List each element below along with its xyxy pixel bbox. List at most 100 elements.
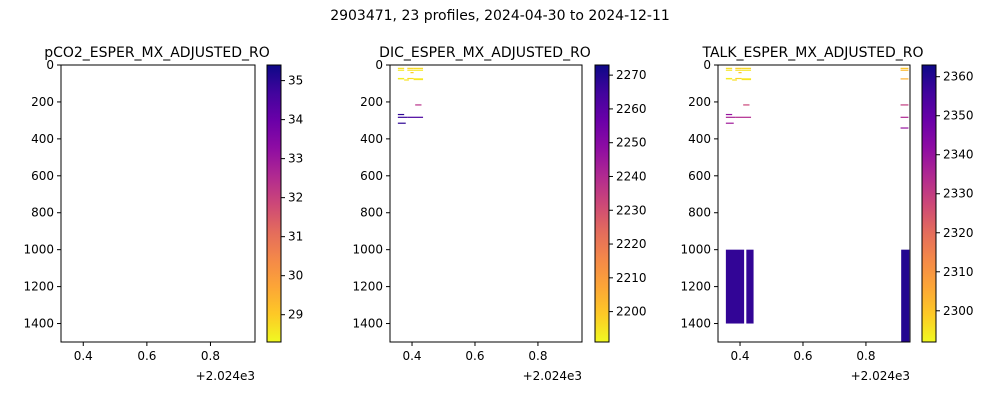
y-tick-label: 1200 <box>23 280 54 294</box>
heatmap-cell <box>741 67 752 69</box>
heatmap-cell <box>900 116 909 118</box>
heatmap-cell <box>725 116 736 118</box>
heatmap-cell <box>900 69 909 71</box>
y-tick-label: 400 <box>688 132 711 146</box>
colorbar: 2300 2310 2320 2330 2340 2350 2360 <box>921 64 974 343</box>
y-tick-label: 1400 <box>352 317 383 331</box>
y-axis: 0 200 400 600 800 1000 1200 1400 <box>352 58 390 331</box>
heatmap-cell <box>397 113 405 116</box>
figure-title: 2903471, 23 profiles, 2024-04-30 to 2024… <box>330 8 670 24</box>
colorbar-tick-label: 2350 <box>943 109 974 123</box>
x-tick-label: 0.6 <box>137 349 156 363</box>
panel-pco2: pCO2_ESPER_MX_ADJUSTED_RO 0.4 0.6 0.8 0 200… <box>23 45 303 383</box>
colorbar-tick-label: 2300 <box>943 304 974 318</box>
colorbar-tick-label: 2360 <box>943 70 974 84</box>
x-tick-label: 0.4 <box>74 349 93 363</box>
heatmap-cell <box>901 249 910 342</box>
colorbar-tick-label: 2310 <box>943 265 974 279</box>
y-axis: 0 200 400 600 800 1000 1200 1400 <box>680 58 718 331</box>
colorbar-gradient <box>594 64 610 343</box>
heatmap-cell <box>725 67 733 69</box>
x-offset-label: +2.024e3 <box>196 369 255 383</box>
heatmap-cell <box>735 69 742 71</box>
x-tick-label: 0.8 <box>528 349 547 363</box>
colorbar-tick-label: 29 <box>288 308 303 322</box>
x-tick-label: 0.6 <box>793 349 812 363</box>
y-tick-label: 200 <box>31 95 54 109</box>
colorbar-tick-label: 2260 <box>616 102 647 116</box>
y-tick-label: 0 <box>46 58 54 72</box>
x-offset-label: +2.024e3 <box>851 369 910 383</box>
y-tick-label: 200 <box>688 95 711 109</box>
heatmap-cell <box>725 122 734 124</box>
heatmap-cell <box>735 116 752 118</box>
heatmap-cell <box>407 69 414 71</box>
plot-frame <box>60 64 256 343</box>
x-tick-label: 0.8 <box>201 349 220 363</box>
x-axis: 0.4 0.6 0.8 <box>730 342 875 363</box>
y-tick-label: 800 <box>31 206 54 220</box>
heatmap-cell <box>900 78 909 80</box>
heatmap-cell <box>397 67 405 69</box>
heatmap-cell <box>741 78 752 81</box>
heatmap-cell <box>397 116 408 118</box>
y-tick-label: 0 <box>375 58 383 72</box>
heatmap-cell <box>407 67 414 69</box>
y-tick-label: 600 <box>360 169 383 183</box>
x-tick-label: 0.8 <box>856 349 875 363</box>
y-tick-label: 200 <box>360 95 383 109</box>
colorbar: 2200 2210 2220 2230 2240 2250 2260 2270 <box>594 64 647 343</box>
x-tick-label: 0.4 <box>402 349 421 363</box>
x-axis: 0.4 0.6 0.8 <box>74 342 220 363</box>
y-tick-label: 400 <box>360 132 383 146</box>
colorbar-tick-label: 2250 <box>616 136 647 150</box>
y-axis: 0 200 400 600 800 1000 1200 1400 <box>23 58 61 331</box>
y-tick-label: 1400 <box>680 317 711 331</box>
heatmap-cell <box>397 122 406 124</box>
y-tick-label: 1000 <box>23 243 54 257</box>
heatmap-cell <box>743 104 750 106</box>
colorbar-gradient <box>266 64 282 343</box>
colorbar: 29 30 31 32 33 34 35 <box>266 64 303 343</box>
colorbar-tick-label: 2320 <box>943 226 974 240</box>
heatmap-cell <box>725 249 745 324</box>
heatmap-cell <box>725 77 733 80</box>
panel-dic: DIC_ESPER_MX_ADJUSTED_RO 0.4 0.6 0.8 0 200 4… <box>352 45 646 383</box>
y-tick-label: 800 <box>360 206 383 220</box>
y-tick-label: 1000 <box>352 243 383 257</box>
heatmap-cell <box>900 67 909 69</box>
y-tick-label: 1200 <box>680 280 711 294</box>
colorbar-tick-label: 2340 <box>943 148 974 162</box>
colorbar-tick-label: 35 <box>288 74 303 88</box>
colorbar-tick-label: 2240 <box>616 169 647 183</box>
heatmap-cell <box>900 127 909 129</box>
colorbar-gradient <box>921 64 937 343</box>
x-offset-label: +2.024e3 <box>523 369 582 383</box>
y-tick-label: 1400 <box>23 317 54 331</box>
colorbar-tick-label: 2330 <box>943 187 974 201</box>
panel-title: pCO2_ESPER_MX_ADJUSTED_RO <box>44 45 270 61</box>
heatmap-cell <box>413 69 424 71</box>
plot-frame <box>389 64 583 343</box>
y-tick-label: 600 <box>31 169 54 183</box>
y-tick-label: 0 <box>703 58 711 72</box>
heatmap-cell <box>407 77 414 80</box>
panel-talk: TALK_ESPER_MX_ADJUSTED_RO 0.4 0.6 0.8 0 200… <box>680 45 973 383</box>
y-tick-label: 800 <box>688 206 711 220</box>
colorbar-tick-label: 31 <box>288 230 303 244</box>
heatmap-cell <box>746 249 754 324</box>
heatmap-cells <box>725 67 910 342</box>
colorbar-tick-label: 2210 <box>616 271 647 285</box>
heatmap-cell <box>741 69 752 71</box>
x-tick-label: 0.6 <box>465 349 484 363</box>
heatmap-cells <box>397 67 424 124</box>
y-tick-label: 1200 <box>352 280 383 294</box>
heatmap-cell <box>735 67 742 69</box>
colorbar-tick-label: 2230 <box>616 203 647 217</box>
panel-title: DIC_ESPER_MX_ADJUSTED_RO <box>379 45 591 61</box>
heatmap-cell <box>397 77 405 80</box>
x-tick-label: 0.4 <box>730 349 749 363</box>
heatmap-cell <box>725 69 733 71</box>
heatmap-cell <box>735 77 742 80</box>
